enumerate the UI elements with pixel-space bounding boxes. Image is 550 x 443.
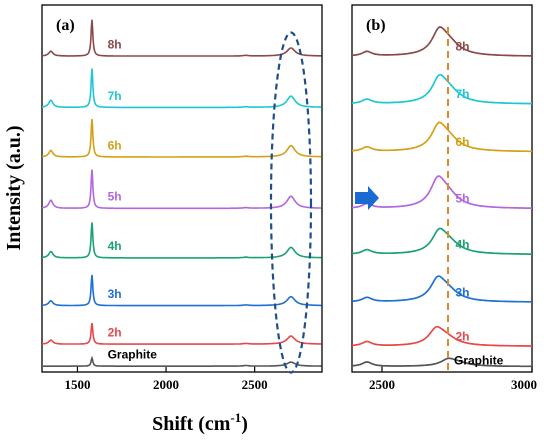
panel-a-series-line: [42, 274, 322, 307]
panel-a-x-tick-label: 2500: [242, 377, 268, 392]
panel-b-series-line: [351, 175, 532, 209]
panel-b-series-label: 2h: [456, 329, 470, 343]
panel-b-label: (b): [366, 17, 386, 34]
panel-b-plot: 2500 3000 8h 7h 6h 5h 4h 3h 2h Graphite: [351, 26, 537, 392]
panel-a-series-label: 8h: [108, 37, 122, 51]
panel-b-series-label: 7h: [456, 87, 470, 101]
panel-a-series-line: [42, 222, 322, 259]
panel-a-series-label: 7h: [108, 89, 122, 103]
panel-b-series-line: [351, 325, 532, 347]
panel-b-series-label: 6h: [456, 135, 470, 149]
panel-a-label: (a): [56, 17, 75, 34]
highlight-ellipse: [269, 31, 313, 374]
x-axis-title-superscript: -1: [230, 410, 241, 425]
panel-b-series-line: [351, 227, 532, 255]
panel-a-plot: 1500 2000 2500 8h 7h 6h 5h 4h 3h 2h Graphite: [41, 19, 322, 392]
panel-b-frame: [351, 4, 533, 373]
panel-b-series-line: [351, 275, 532, 303]
panel-a-series-label: Graphite: [108, 347, 158, 361]
panel-b-series-label: 4h: [456, 238, 470, 252]
panel-a-series-line: [41, 118, 322, 158]
panel-b-series-label: 5h: [456, 192, 470, 206]
panel-b-series-line: [352, 73, 532, 105]
panel-a-series-line: [42, 322, 322, 345]
panel-b-series-line: [352, 121, 532, 153]
panel-a-series-label: 4h: [108, 239, 122, 253]
x-axis-title: Shift (cm-1): [152, 410, 248, 435]
panel-b-series-line: [352, 26, 532, 57]
panel-a-series-label: 6h: [108, 138, 122, 152]
panel-a-x-tick-label: 1500: [64, 377, 90, 392]
panel-b-series-label: Graphite: [454, 353, 504, 367]
panel-a-series-line: [42, 355, 322, 367]
panel-a-series-label: 3h: [108, 287, 122, 301]
y-axis-title: Intensity (a.u.): [3, 125, 25, 250]
arrow-icon: [355, 186, 379, 210]
panel-b-x-tick-label: 2500: [369, 377, 395, 392]
panel-a-series-line: [41, 68, 322, 109]
panel-b-x-tick-label: 3000: [511, 377, 537, 392]
panel-b-series-label: 8h: [456, 39, 470, 53]
x-axis-title-close: ): [241, 413, 248, 435]
x-axis-title-text: Shift (cm: [152, 413, 231, 435]
panel-a-series-label: 5h: [108, 190, 122, 204]
panel-a-series-line: [41, 19, 322, 57]
panel-a-x-tick-label: 2000: [153, 377, 179, 392]
panel-a-series-label: 2h: [108, 325, 122, 339]
panel-a-series-line: [41, 169, 322, 210]
panel-a-frame: [41, 4, 323, 373]
panel-b-series-line: [351, 357, 532, 368]
panel-b-series-label: 3h: [456, 285, 470, 299]
